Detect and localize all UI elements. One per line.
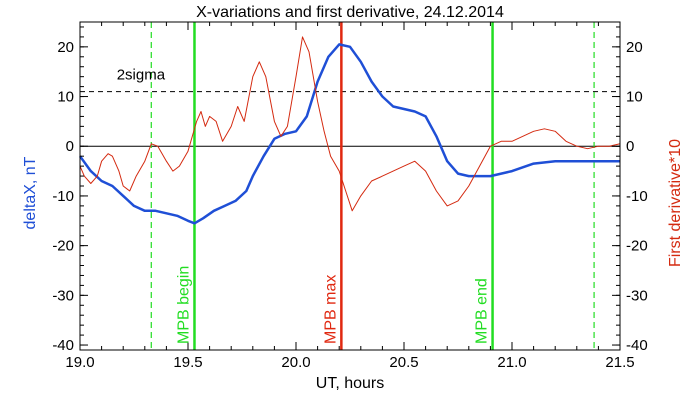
- y-axis-label-right: First derivative*10: [667, 139, 684, 267]
- x-tick-label: 21.5: [605, 354, 634, 371]
- y-tick-label-left: -20: [52, 238, 74, 255]
- data-series: [78, 36, 621, 225]
- y-tick-label-right: -30: [626, 287, 648, 304]
- x-tick-label: 21.0: [497, 354, 526, 371]
- y-axis-label-left: deltaX, nT: [22, 156, 39, 229]
- x-axis-label: UT, hours: [316, 375, 384, 392]
- vline-label-mpb-max: MPB max: [322, 275, 339, 344]
- vline-label-mpb-begin: MPB begin: [175, 266, 192, 344]
- series-line-deltaX: [78, 43, 620, 225]
- y-tick-label-left: 0: [66, 138, 74, 155]
- chart-title: X-variations and first derivative, 24.12…: [196, 4, 504, 21]
- y-tick-label-right: -20: [626, 238, 648, 255]
- y-tick-label-right: 0: [626, 138, 634, 155]
- x-tick-label: 20.5: [389, 354, 418, 371]
- x-tick-label: 19.5: [173, 354, 202, 371]
- annotations: 2sigma MPB begin MPB max MPB end: [117, 67, 491, 344]
- y-tick-label-left: 10: [57, 89, 74, 106]
- ref-label-two-sigma: 2sigma: [117, 67, 166, 84]
- y-tick-label-left: 20: [57, 39, 74, 56]
- y-tick-label-left: -40: [52, 337, 74, 354]
- vline-label-mpb-end: MPB end: [474, 278, 491, 344]
- x-tick-label: 19.0: [65, 354, 94, 371]
- y-tick-label-left: -10: [52, 188, 74, 205]
- series-line-derivative: [79, 36, 621, 212]
- y-tick-label-right: -10: [626, 188, 648, 205]
- reference-lines: [80, 91, 620, 147]
- axes: 19.0 19.5 20.0 20.5 21.0 21.5 20 20 10 10 0 0 -10 -10…: [52, 21, 648, 371]
- y-tick-label-right: 20: [626, 39, 643, 56]
- vertical-markers: [150, 22, 595, 350]
- y-tick-label-left: -30: [52, 287, 74, 304]
- y-tick-label-right: 10: [626, 89, 643, 106]
- x-tick-label: 20.0: [281, 354, 310, 371]
- y-tick-label-right: -40: [626, 337, 648, 354]
